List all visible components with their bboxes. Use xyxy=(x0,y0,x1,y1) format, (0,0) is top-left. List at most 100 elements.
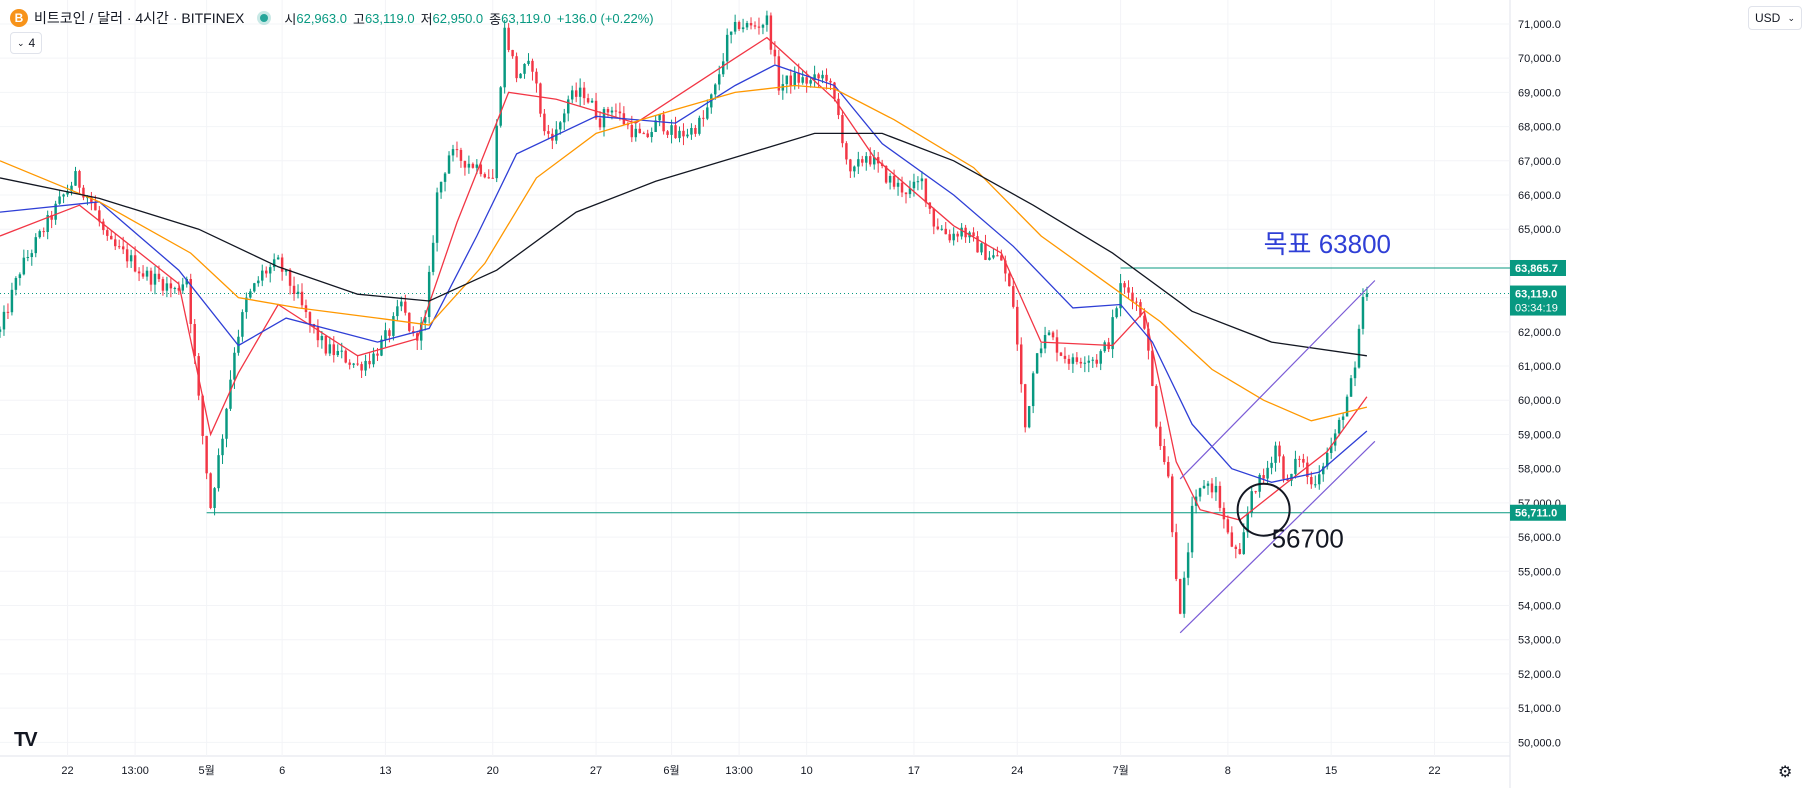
candle-body xyxy=(308,312,312,325)
candle-body xyxy=(741,27,745,30)
candle-body xyxy=(364,360,367,371)
candle-body xyxy=(42,231,45,233)
candle-body xyxy=(1202,485,1206,489)
gear-icon[interactable]: ⚙ xyxy=(1778,764,1793,781)
price-tick-label: 70,000.0 xyxy=(1518,53,1561,65)
candle-body xyxy=(698,117,701,134)
candle-body xyxy=(1190,505,1194,553)
price-axis[interactable]: 71,000.0 70,000.0 69,000.0 68,000.0 67,000.0… xyxy=(1510,19,1566,749)
indicators-toggle[interactable]: ⌄ 4 xyxy=(10,32,43,54)
time-tick-label: 22 xyxy=(1428,765,1440,777)
time-axis[interactable]: 22 13:00 5월 6 13 20 27 6월 13:00 10 17 24 7월 8 15 22 xyxy=(61,764,1440,777)
candle-body xyxy=(1171,476,1174,533)
candle-body xyxy=(1178,578,1182,614)
candle-body xyxy=(662,114,665,132)
candle-body xyxy=(586,98,590,103)
price-tick-label: 66,000.0 xyxy=(1518,190,1561,202)
candle-body xyxy=(380,339,383,356)
candle-body xyxy=(1111,317,1114,350)
candle-body xyxy=(217,455,220,489)
candle-body xyxy=(725,34,729,62)
candle-body xyxy=(829,80,832,83)
candle-body xyxy=(570,90,574,100)
price-level-label: 63,865.7 xyxy=(1515,263,1558,275)
candle-body xyxy=(328,344,332,354)
candle-body xyxy=(141,273,145,277)
candle-body xyxy=(376,353,379,356)
price-level-tag xyxy=(1510,504,1566,521)
candle-body xyxy=(582,87,586,99)
candle-body xyxy=(511,49,514,57)
candle-body xyxy=(272,259,276,268)
candle-body xyxy=(419,322,423,341)
candle-body xyxy=(268,267,272,274)
candle-body xyxy=(427,271,431,318)
candle-body xyxy=(1075,357,1079,362)
candle-body xyxy=(1123,283,1126,288)
candle-body xyxy=(6,311,10,313)
candle-body xyxy=(324,335,328,354)
annotations[interactable]: 목표 63800 56700 xyxy=(1236,229,1391,553)
candle-body xyxy=(590,100,594,103)
price-tick-label: 52,000.0 xyxy=(1518,669,1561,681)
candle-body xyxy=(193,324,196,357)
candle-body xyxy=(1016,306,1019,345)
candle-body xyxy=(368,360,371,365)
candle-body xyxy=(606,109,610,113)
symbol-title[interactable]: 비트코인 / 달러 · 4시간 · BITFINEX xyxy=(34,10,245,26)
open-value: 62,963.0 xyxy=(296,10,347,26)
close-value: 63,119.0 xyxy=(501,10,551,26)
price-tick-label: 68,000.0 xyxy=(1518,122,1561,134)
candle-body xyxy=(988,257,991,260)
price-tick-label: 61,000.0 xyxy=(1518,361,1561,373)
candle-body xyxy=(630,125,634,138)
price-tick-label: 53,000.0 xyxy=(1518,635,1561,647)
candle-body xyxy=(523,63,526,74)
price-tick-label: 71,000.0 xyxy=(1518,19,1561,31)
candle-body xyxy=(1218,485,1222,508)
candle-body xyxy=(1000,255,1003,261)
candle-body xyxy=(1254,491,1257,493)
currency-button[interactable]: USD ⌄ xyxy=(1748,6,1802,30)
candle-body xyxy=(896,182,900,187)
candle-body xyxy=(388,330,391,336)
candle-body xyxy=(996,255,999,257)
candle-body xyxy=(729,31,733,35)
candle-body xyxy=(400,301,403,307)
change-value: +136.0 (+0.22%) xyxy=(556,10,654,26)
candle-body xyxy=(642,133,645,135)
candle-body xyxy=(841,115,844,144)
candle-body xyxy=(992,255,995,258)
candle-body xyxy=(892,175,896,187)
time-tick-label: 13:00 xyxy=(725,765,753,777)
candle-body xyxy=(74,171,77,186)
candle-body xyxy=(495,125,498,179)
candle-body xyxy=(1087,360,1091,363)
candle-body xyxy=(177,287,181,291)
candle-body xyxy=(62,194,65,197)
candle-body xyxy=(694,127,697,134)
candle-body xyxy=(650,131,653,138)
horizontal-levels[interactable] xyxy=(0,267,1510,514)
trend-channel[interactable] xyxy=(1179,280,1376,634)
candle-body xyxy=(753,25,757,27)
tradingview-logo-icon[interactable]: TV xyxy=(14,729,38,751)
price-tick-label: 56,000.0 xyxy=(1518,532,1561,544)
candle-body xyxy=(435,192,439,243)
candle-body xyxy=(956,233,959,237)
candle-body xyxy=(86,197,89,199)
candle-body xyxy=(1226,519,1230,533)
grid xyxy=(0,0,1511,788)
candle-body xyxy=(22,257,26,275)
candle-body xyxy=(884,165,888,183)
candle-body xyxy=(1012,286,1015,307)
candle-body xyxy=(682,130,685,137)
candle-body xyxy=(813,74,816,81)
candle-body xyxy=(1020,344,1023,385)
chevron-down-icon: ⌄ xyxy=(17,37,25,48)
moving-average-line xyxy=(0,132,1367,357)
candle-body xyxy=(793,72,796,87)
candle-body xyxy=(1198,488,1202,497)
candle-body xyxy=(443,173,447,182)
